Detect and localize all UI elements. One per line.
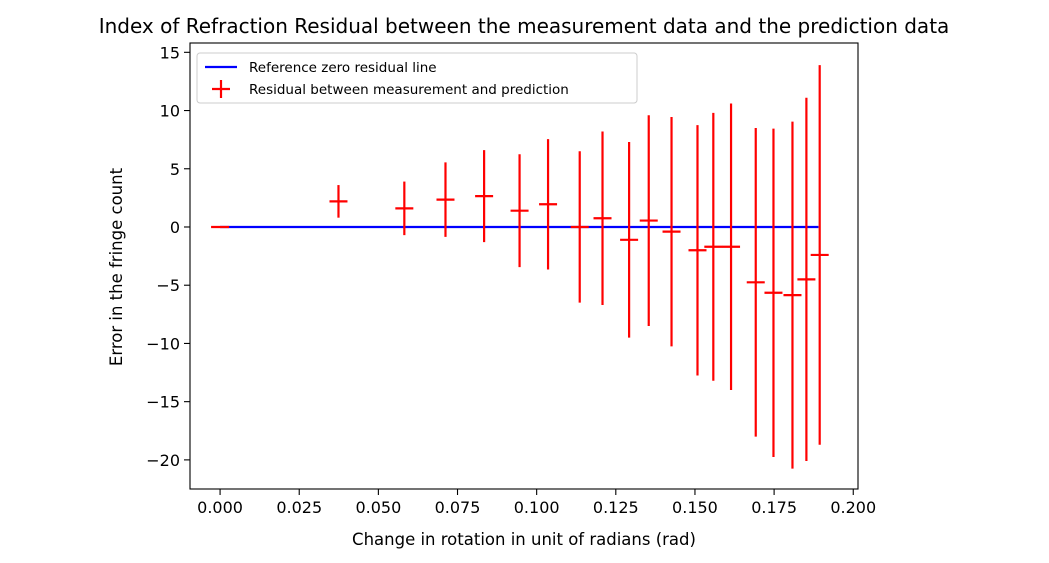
residual-point xyxy=(593,131,612,306)
x-tick-label: 0.175 xyxy=(751,498,797,517)
x-tick-label: 0.125 xyxy=(593,498,639,517)
plot-area xyxy=(189,42,859,490)
y-axis-label: Error in the fringe count xyxy=(107,167,126,366)
residual-point xyxy=(436,162,455,237)
residual-point xyxy=(539,139,558,270)
y-tick-label: −10 xyxy=(146,334,180,353)
legend: Reference zero residual line Residual be… xyxy=(196,52,638,104)
residual-point xyxy=(764,128,783,457)
x-axis: 0.000 0.025 0.050 0.075 0.100 0.125 0.150 0.175… xyxy=(197,489,876,517)
y-tick-label: 15 xyxy=(160,43,180,62)
x-tick-label: 0.100 xyxy=(514,498,560,517)
y-tick-label: −15 xyxy=(146,393,180,412)
residual-point xyxy=(704,112,723,381)
residual-point xyxy=(797,97,816,462)
residual-point xyxy=(722,103,741,391)
x-tick-label: 0.200 xyxy=(830,498,876,517)
residual-point xyxy=(510,154,529,268)
y-axis: 15 10 5 0 −5 −10 −15 −20 xyxy=(146,43,190,470)
residual-points-layer xyxy=(211,65,829,469)
residual-point xyxy=(639,115,658,326)
x-tick-label: 0.150 xyxy=(672,498,718,517)
residual-point xyxy=(620,141,639,338)
residual-point xyxy=(475,150,494,243)
residual-point xyxy=(810,65,829,445)
residual-point xyxy=(662,116,681,347)
residual-point xyxy=(783,121,802,469)
residual-point xyxy=(329,185,348,218)
axes-frame xyxy=(189,42,859,490)
x-tick-label: 0.000 xyxy=(197,498,243,517)
legend-reference-label: Reference zero residual line xyxy=(249,60,437,76)
x-tick-label: 0.025 xyxy=(276,498,322,517)
x-tick-label: 0.050 xyxy=(355,498,401,517)
x-tick-label: 0.075 xyxy=(435,498,481,517)
y-tick-label: −5 xyxy=(156,276,180,295)
y-tick-label: 5 xyxy=(170,160,180,179)
y-tick-label: 10 xyxy=(160,102,180,121)
legend-residual-label: Residual between measurement and predict… xyxy=(249,82,569,98)
residual-point xyxy=(570,151,589,303)
x-axis-label: Change in rotation in unit of radians (r… xyxy=(352,530,696,549)
residual-point xyxy=(395,181,414,236)
chart-title: Index of Refraction Residual between the… xyxy=(99,14,950,38)
legend-residual-swatch xyxy=(212,80,230,98)
residual-point xyxy=(688,125,707,376)
legend-box xyxy=(196,52,638,104)
residual-point xyxy=(746,128,765,437)
y-tick-label: −20 xyxy=(146,451,180,470)
y-tick-label: 0 xyxy=(170,218,180,237)
